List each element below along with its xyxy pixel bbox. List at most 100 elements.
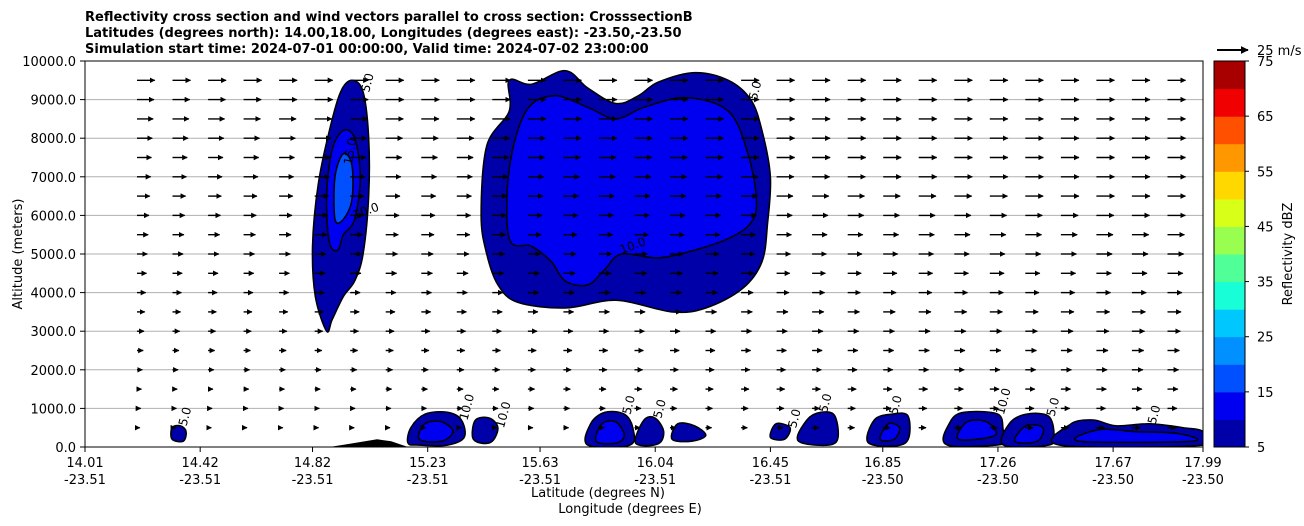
x-tick-label-lon-3: -23.51 [407, 473, 449, 488]
tall-narrow-cell-15dbz [333, 152, 354, 224]
shallow-cell-11-label-outer: 5.0 [1044, 396, 1062, 418]
x-tick-label-lat-1: 14.42 [182, 456, 219, 471]
colorbar-band-1 [1214, 391, 1245, 420]
x-axis-label-latitude: Latitude (degrees N) [531, 486, 665, 501]
shallow-cell-11-10dbz [1013, 423, 1045, 444]
y-tick-label-10: 10000.0 [22, 55, 76, 70]
colorbar-band-3 [1214, 336, 1245, 365]
y-tick-label-9: 9000.0 [31, 94, 77, 109]
tall-narrow-cell [311, 79, 371, 333]
shallow-cell-8-5dbz [796, 411, 840, 447]
x-tick-label-lon-9: -23.50 [1092, 473, 1134, 488]
x-tick-label-lat-0: 14.01 [66, 456, 103, 471]
wind-key: 25 m/s [1217, 44, 1302, 59]
x-tick-label-lat-5: 16.04 [637, 456, 674, 471]
title-line-1: Reflectivity cross section and wind vect… [85, 10, 693, 25]
x-tick-label-lat-6: 16.45 [752, 456, 789, 471]
tall-narrow-cell-label-outer: 5.0 [358, 72, 376, 94]
colorbar-tick-label-0: 5 [1257, 441, 1265, 456]
colorbar-band-12 [1214, 88, 1245, 117]
shallow-cell-3 [471, 416, 499, 445]
shallow-cell-9-label-outer: 5.0 [886, 394, 904, 416]
colorbar: 5 15 25 35 45 55 65 75 [1213, 55, 1274, 456]
shallow-cell-6 [670, 422, 707, 443]
shallow-cell-4 [584, 410, 636, 447]
shallow-cell-10 [942, 410, 1014, 447]
x-tick-label-lat-8: 17.26 [979, 456, 1016, 471]
x-tick-label-lat-3: 15.23 [409, 456, 446, 471]
shallow-cell-4-label-outer: 5.0 [620, 394, 638, 416]
colorbar-tick-label-5: 55 [1257, 165, 1274, 180]
shallow-cell-12 [1050, 419, 1203, 447]
y-tick-label-4: 4000.0 [31, 287, 77, 302]
x-tick-label-lon-10: -23.50 [1182, 473, 1224, 488]
x-tick-label-lon-1: -23.51 [179, 473, 221, 488]
shallow-cell-5-5dbz [634, 415, 665, 447]
y-tick-label-0: 0.0 [55, 441, 76, 456]
x-tick-label-lon-8: -23.50 [977, 473, 1019, 488]
colorbar-tick-label-6: 65 [1257, 110, 1274, 125]
colorbar-tick-label-1: 15 [1257, 386, 1274, 401]
y-tick-label-8: 8000.0 [31, 132, 77, 147]
colorbar-band-8 [1214, 198, 1245, 227]
wind-vectors [134, 77, 1187, 431]
tall-narrow-cell-label-core: 15.0 [341, 137, 359, 166]
colorbar-band-13 [1214, 61, 1245, 90]
shallow-cell-7-label-outer: 5.0 [785, 407, 803, 429]
shallow-cell-2 [406, 411, 466, 447]
colorbar-band-0 [1214, 419, 1245, 448]
colorbar-tick-label-7: 75 [1257, 55, 1274, 70]
wind-key-label: 25 m/s [1257, 44, 1302, 59]
x-tick-label-lat-4: 15.63 [521, 456, 558, 471]
colorbar-band-5 [1214, 281, 1245, 310]
x-tick-label-lon-0: -23.51 [64, 473, 106, 488]
shallow-cell-12-10dbz [1073, 428, 1199, 444]
colorbar-band-2 [1214, 364, 1245, 393]
terrain-polygon [329, 439, 408, 447]
colorbar-band-11 [1214, 116, 1245, 145]
chart-title: Reflectivity cross section and wind vect… [85, 10, 693, 57]
title-line-3: Simulation start time: 2024-07-01 00:00:… [85, 42, 649, 57]
x-axis-label-longitude: Longitude (degrees E) [558, 502, 702, 517]
shallow-cell-2-label-outer: 10.0 [457, 392, 477, 421]
y-tick-label-1: 1000.0 [31, 402, 77, 417]
reflectivity-contours [170, 69, 1203, 447]
y-axis: 0.0 1000.0 2000.0 3000.0 4000.0 5000.0 6000.0 7… [22, 55, 85, 456]
colorbar-frame [1213, 60, 1246, 448]
shallow-cell-9 [866, 412, 911, 447]
colorbar-band-10 [1214, 143, 1245, 172]
y-tick-label-2: 2000.0 [31, 364, 77, 379]
colorbar-band-4 [1214, 309, 1245, 338]
x-tick-label-lat-10: 17.99 [1184, 456, 1221, 471]
shallow-cell-2-10dbz [417, 420, 454, 443]
colorbar-tick-label-4: 45 [1257, 220, 1274, 235]
x-tick-label-lat-7: 16.85 [864, 456, 901, 471]
wide-anvil-cell-10dbz [505, 94, 758, 287]
shallow-cell-7-5dbz [769, 422, 792, 441]
shallow-cell-8-label-outer: 5.0 [816, 392, 834, 414]
shallow-cell-10-10dbz [956, 419, 998, 441]
x-tick-label-lat-9: 17.67 [1095, 456, 1132, 471]
wide-anvil-cell-label-outer: 5.0 [746, 79, 764, 101]
shallow-cell-10-label-outer: 10.0 [993, 387, 1013, 416]
x-tick-label-lon-5: -23.51 [634, 473, 676, 488]
wide-anvil-cell [480, 69, 772, 314]
x-tick-label-lon-7: -23.50 [862, 473, 904, 488]
y-tick-label-7: 7000.0 [31, 171, 77, 186]
x-tick-label-lon-2: -23.51 [292, 473, 334, 488]
y-tick-label-5: 5000.0 [31, 248, 77, 263]
shallow-cell-8 [796, 411, 840, 447]
colorbar-tick-label-3: 35 [1257, 276, 1274, 291]
shallow-cell-3-label-outer: 10.0 [493, 400, 513, 429]
y-tick-label-3: 3000.0 [31, 325, 77, 340]
colorbar-band-6 [1214, 254, 1245, 283]
y-axis-label: Altitude (meters) [11, 199, 26, 310]
title-line-2: Latitudes (degrees north): 14.00,18.00, … [85, 26, 682, 41]
shallow-cell-6-5dbz [670, 422, 707, 443]
x-tick-label-lat-2: 14.82 [294, 456, 331, 471]
colorbar-tick-label-2: 25 [1257, 331, 1274, 346]
colorbar-band-7 [1214, 226, 1245, 255]
colorbar-label: Reflectivity dBZ [1281, 203, 1296, 306]
x-tick-label-lon-4: -23.51 [519, 473, 561, 488]
terrain [329, 439, 408, 447]
